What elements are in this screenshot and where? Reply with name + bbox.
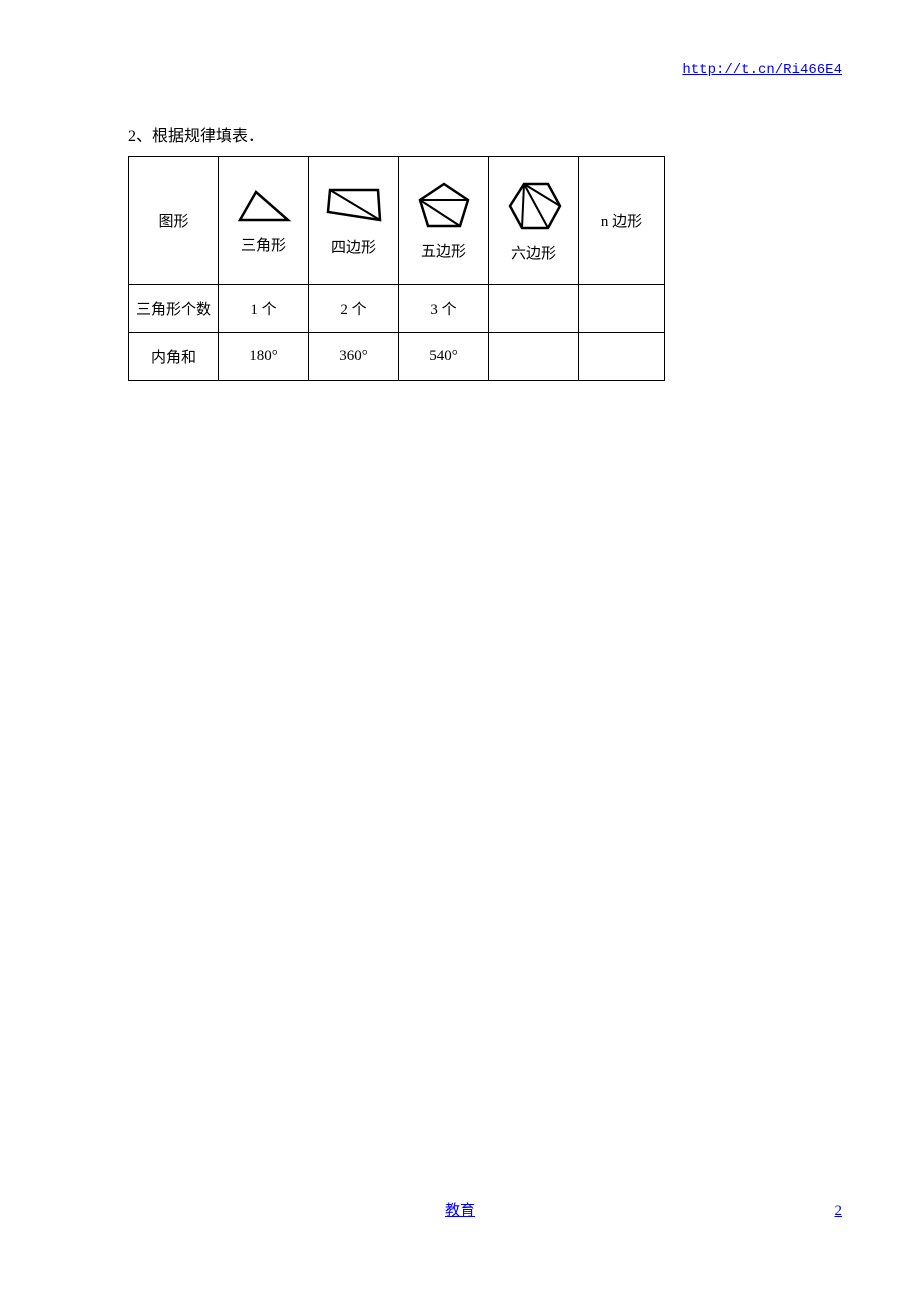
pentagon-label: 五边形 [421, 240, 466, 261]
hexagon-cell: 六边形 [489, 157, 579, 285]
content-area: 2、根据规律填表． 图形 三角形 四边形 [128, 122, 665, 381]
quadrilateral-label: 四边形 [331, 236, 376, 257]
angles-cell-3: 540° [399, 333, 489, 381]
hexagon-label: 六边形 [511, 242, 556, 263]
triangle-label: 三角形 [241, 234, 286, 255]
count-cell-5 [579, 285, 665, 333]
page-number: 2 [835, 1203, 843, 1220]
pattern-table: 图形 三角形 四边形 [128, 156, 665, 381]
count-cell-4 [489, 285, 579, 333]
angles-cell-5 [579, 333, 665, 381]
quadrilateral-icon [322, 184, 386, 228]
question-title: 2、根据规律填表． [128, 122, 665, 146]
angles-row: 内角和 180° 360° 540° [129, 333, 665, 381]
header-url-link[interactable]: http://t.cn/Ri466E4 [682, 62, 842, 78]
angles-cell-1: 180° [219, 333, 309, 381]
pentagon-cell: 五边形 [399, 157, 489, 285]
pentagon-icon [414, 180, 474, 232]
count-cell-3: 3 个 [399, 285, 489, 333]
triangle-cell: 三角形 [219, 157, 309, 285]
quadrilateral-cell: 四边形 [309, 157, 399, 285]
triangle-icon [234, 186, 294, 226]
n-polygon-label: n 边形 [601, 214, 642, 230]
hexagon-icon [504, 178, 564, 234]
shapes-row: 图形 三角形 四边形 [129, 157, 665, 285]
count-row: 三角形个数 1 个 2 个 3 个 [129, 285, 665, 333]
count-row-header: 三角形个数 [129, 285, 219, 333]
angles-row-header: 内角和 [129, 333, 219, 381]
count-cell-2: 2 个 [309, 285, 399, 333]
n-polygon-cell: n 边形 [579, 157, 665, 285]
angles-cell-2: 360° [309, 333, 399, 381]
shapes-row-header: 图形 [129, 157, 219, 285]
count-cell-1: 1 个 [219, 285, 309, 333]
footer-link[interactable]: 教育 [445, 1199, 475, 1220]
angles-cell-4 [489, 333, 579, 381]
